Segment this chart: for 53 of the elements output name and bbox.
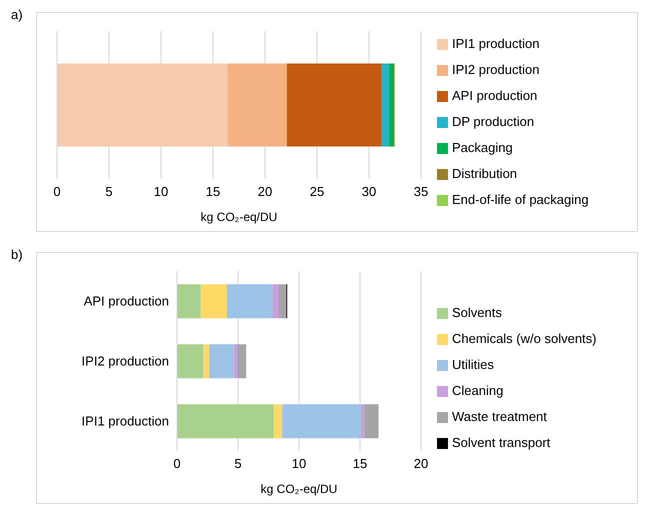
y-tick-label: API production: [84, 294, 169, 309]
x-tick-label: 0: [173, 456, 181, 472]
x-tick-label: 20: [258, 184, 272, 200]
bar: [238, 344, 246, 378]
bar: [203, 344, 210, 378]
x-tick-label: 5: [234, 456, 242, 472]
x-axis-title: kg CO₂-eq/DU: [260, 482, 338, 496]
legend-label: Packaging: [452, 140, 513, 155]
legend-label: Cleaning: [452, 383, 504, 398]
legend-label: IPI1 production: [452, 36, 540, 51]
x-tick-label: 15: [352, 456, 368, 472]
x-tick-label: 15: [206, 184, 220, 200]
text: b): [11, 247, 23, 262]
bar: [282, 404, 361, 438]
x-tick-label: 0: [53, 184, 61, 200]
x-tick-label: 35: [414, 184, 428, 200]
y-tick-label: IPI1 production: [82, 414, 169, 429]
x-tick-label: 5: [105, 184, 113, 200]
legend-label: Waste treatment: [452, 409, 547, 424]
bar: [286, 64, 382, 147]
bar: [278, 284, 286, 318]
x-axis-title: kg CO₂-eq/DU: [200, 210, 278, 224]
legend-label: Utilities: [452, 357, 494, 372]
bar: [381, 64, 389, 147]
bar: [388, 64, 394, 147]
bar: [200, 284, 227, 318]
legend-label: IPI2 production: [452, 62, 540, 77]
x-tick-label: 30: [362, 184, 376, 200]
bar: [177, 284, 201, 318]
bar: [274, 404, 282, 438]
bar: [360, 404, 364, 438]
bar: [272, 284, 279, 318]
legend-label: Solvents: [452, 305, 502, 320]
bar: [57, 64, 228, 147]
x-tick-label: 20: [414, 456, 428, 472]
bar: [234, 344, 238, 378]
legend-label: DP production: [452, 114, 534, 129]
bar: [177, 344, 204, 378]
bar: [228, 64, 287, 147]
legend-label: Solvent transport: [452, 435, 550, 450]
bar: [364, 404, 379, 438]
x-tick-label: 10: [292, 456, 306, 472]
text: a): [11, 7, 23, 22]
legend-label: Chemicals (w/o solvents): [452, 331, 596, 346]
bar: [226, 284, 272, 318]
x-tick-label: 25: [310, 184, 324, 200]
bar: [177, 404, 274, 438]
x-tick-label: 10: [154, 184, 168, 200]
y-tick-label: IPI2 production: [82, 354, 169, 369]
legend-label: End-of-life of packaging: [452, 192, 589, 207]
legend-label: Distribution: [452, 166, 518, 181]
bar: [209, 344, 234, 378]
legend-label: API production: [452, 88, 538, 103]
